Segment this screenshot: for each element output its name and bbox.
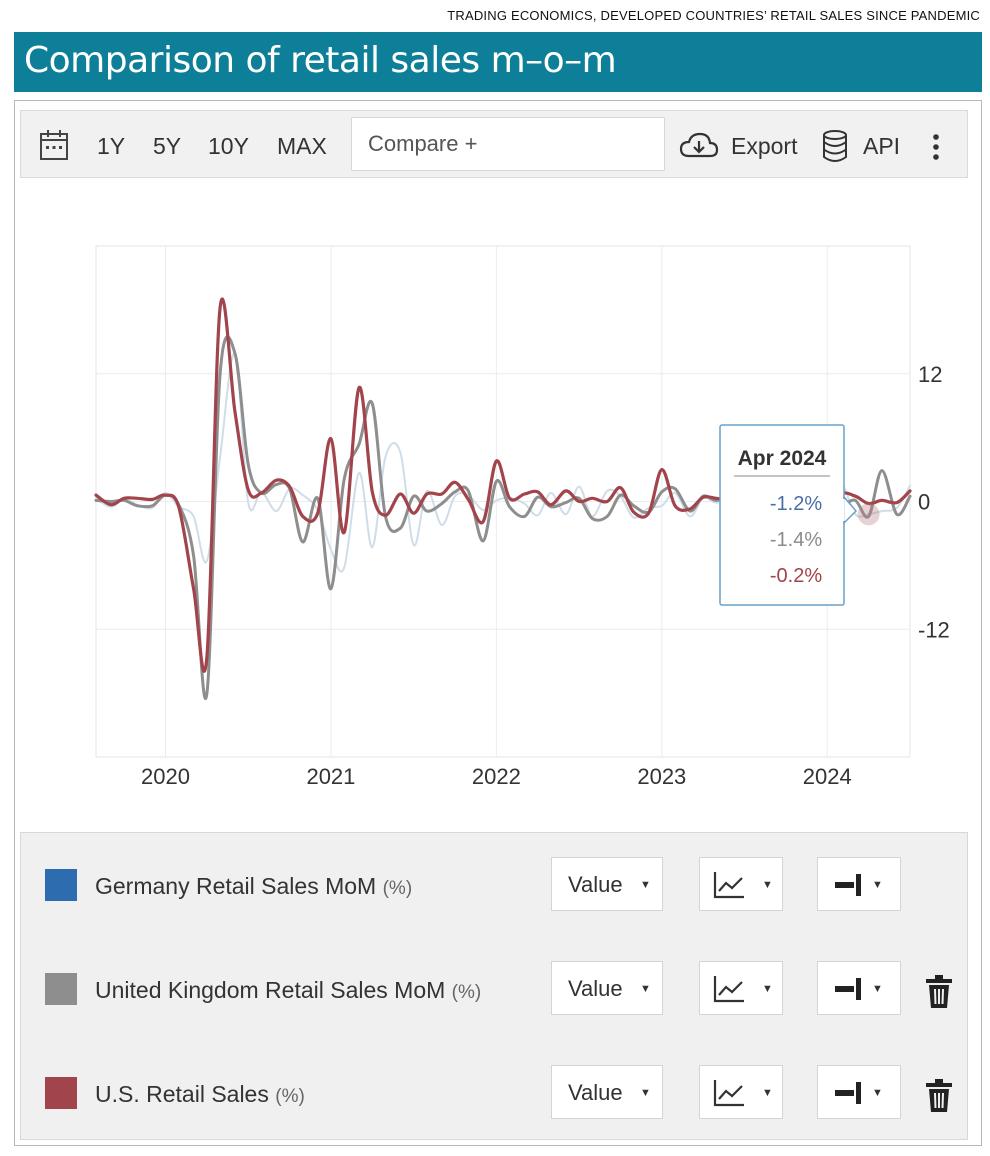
value-dropdown[interactable]: Value ▼ xyxy=(551,961,663,1015)
y-tick-label: 12 xyxy=(918,362,942,387)
value-dropdown[interactable]: Value ▼ xyxy=(551,1065,663,1119)
hover-marker xyxy=(857,503,880,526)
caret-down-icon: ▼ xyxy=(872,879,883,891)
series-name-text: United Kingdom Retail Sales MoM xyxy=(95,977,446,1003)
series-name-text: U.S. Retail Sales xyxy=(95,1081,269,1107)
compare-input[interactable] xyxy=(352,118,660,170)
axis-right-icon xyxy=(835,1082,861,1104)
axis-right-icon xyxy=(835,978,861,1000)
x-tick-label: 2020 xyxy=(141,764,190,789)
y-tick-label: -12 xyxy=(918,617,950,642)
tooltip-value: -0.2% xyxy=(770,565,822,587)
legend-row: Germany Retail Sales MoM (%) Value ▼ ▼ ▼ xyxy=(21,847,967,927)
chart-type-dropdown[interactable]: ▼ xyxy=(699,857,783,911)
caret-down-icon: ▼ xyxy=(640,983,651,995)
series-unit: (%) xyxy=(382,878,413,899)
legend-row: United Kingdom Retail Sales MoM (%) Value… xyxy=(21,951,967,1031)
chart-type-dropdown[interactable]: ▼ xyxy=(699,1065,783,1119)
range-max-button[interactable]: MAX xyxy=(277,133,327,159)
value-dropdown[interactable]: Value ▼ xyxy=(551,857,663,911)
caret-down-icon: ▼ xyxy=(762,983,773,995)
axis-dropdown[interactable]: ▼ xyxy=(817,961,901,1015)
page-title: Comparison of retail sales m–o–m xyxy=(24,40,617,81)
line-chart-icon xyxy=(713,872,744,899)
caret-down-icon: ▼ xyxy=(762,879,773,891)
series-name: U.S. Retail Sales (%) xyxy=(95,1081,305,1108)
caret-down-icon: ▼ xyxy=(640,1087,651,1099)
value-dropdown-label: Value xyxy=(568,1080,623,1105)
value-dropdown-label: Value xyxy=(568,872,623,897)
x-tick-label: 2022 xyxy=(472,764,521,789)
export-button[interactable]: Export xyxy=(731,133,798,159)
series-name: Germany Retail Sales MoM (%) xyxy=(95,873,412,900)
axis-dropdown[interactable]: ▼ xyxy=(817,1065,901,1119)
line-chart: 2020 2021 2022 2023 2024 12 0 -12 Apr 2024 -1.2%… xyxy=(94,245,950,789)
value-dropdown-label: Value xyxy=(568,976,623,1001)
x-tick-label: 2023 xyxy=(637,764,686,789)
trash-icon[interactable] xyxy=(925,975,953,1009)
calendar-icon[interactable] xyxy=(39,129,69,161)
y-tick-label: 0 xyxy=(918,490,930,515)
tooltip-date: Apr 2024 xyxy=(738,447,827,470)
caret-down-icon: ▼ xyxy=(762,1087,773,1099)
chart-toolbar: 1Y 5Y 10Y MAX Export API xyxy=(20,110,968,178)
axis-dropdown[interactable]: ▼ xyxy=(817,857,901,911)
tooltip-value: -1.4% xyxy=(770,529,822,551)
series-name: United Kingdom Retail Sales MoM (%) xyxy=(95,977,481,1004)
axis-right-icon xyxy=(835,874,861,896)
legend-panel: Germany Retail Sales MoM (%) Value ▼ ▼ ▼ Unit… xyxy=(20,832,968,1140)
caret-down-icon: ▼ xyxy=(872,983,883,995)
cloud-download-icon[interactable] xyxy=(679,131,719,161)
range-5y-button[interactable]: 5Y xyxy=(153,133,182,159)
x-tick-label: 2024 xyxy=(803,764,852,789)
caret-down-icon: ▼ xyxy=(640,879,651,891)
line-chart-icon xyxy=(713,976,744,1003)
tooltip-value: -1.2% xyxy=(770,493,822,515)
chart-type-dropdown[interactable]: ▼ xyxy=(699,961,783,1015)
compare-box xyxy=(351,117,665,171)
api-button[interactable]: API xyxy=(863,133,901,159)
range-1y-button[interactable]: 1Y xyxy=(97,133,126,159)
x-tick-label: 2021 xyxy=(306,764,355,789)
line-chart-icon xyxy=(713,1080,744,1107)
range-10y-button[interactable]: 10Y xyxy=(208,133,249,159)
title-bar: Comparison of retail sales m–o–m xyxy=(14,32,982,92)
series-name-text: Germany Retail Sales MoM xyxy=(95,873,377,899)
caret-down-icon: ▼ xyxy=(872,1087,883,1099)
source-line: TRADING ECONOMICS, DEVELOPED COUNTRIES’ … xyxy=(447,8,980,23)
series-unit: (%) xyxy=(451,982,482,1003)
database-icon[interactable] xyxy=(821,129,849,163)
series-unit: (%) xyxy=(275,1086,305,1107)
series-color-swatch[interactable] xyxy=(45,1077,77,1109)
legend-row: U.S. Retail Sales (%) Value ▼ ▼ ▼ xyxy=(21,1055,967,1135)
series-color-swatch[interactable] xyxy=(45,869,77,901)
more-vertical-icon[interactable] xyxy=(931,133,941,161)
series-color-swatch[interactable] xyxy=(45,973,77,1005)
trash-icon[interactable] xyxy=(925,1079,953,1113)
